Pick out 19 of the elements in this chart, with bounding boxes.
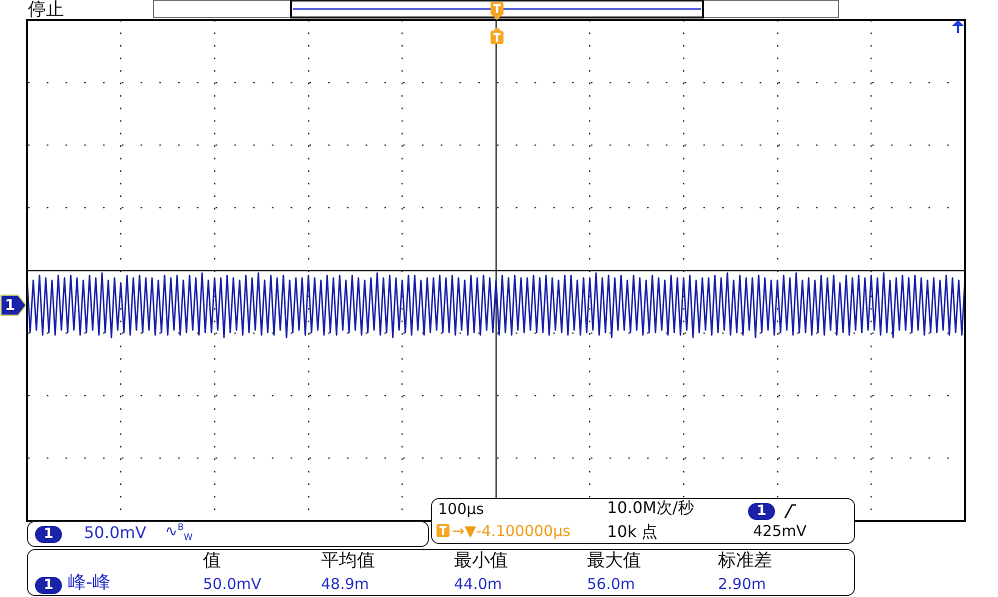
text: 值 xyxy=(203,550,221,571)
text: 最大值 xyxy=(587,550,641,571)
text: 2.90m xyxy=(718,575,766,593)
annotation: 100µs xyxy=(438,500,484,518)
text: →▼-4.100000µs xyxy=(452,522,570,540)
text: 44.0m xyxy=(454,575,502,593)
text: 停止 xyxy=(28,0,64,20)
text: 50.0mV xyxy=(203,575,262,593)
series-label: 1 xyxy=(4,296,16,314)
text: 56.0m xyxy=(587,575,636,593)
annotation: 10.0M次/秒 xyxy=(607,498,694,517)
text: 425mV xyxy=(753,522,807,540)
text: 50.0mV xyxy=(84,523,146,542)
text: 最小值 xyxy=(454,550,508,571)
text: 10k 点 xyxy=(607,522,658,541)
text: 峰-峰 xyxy=(68,572,110,593)
text: 平均值 xyxy=(321,550,375,571)
text: 标准差 xyxy=(718,550,772,571)
text: 48.9m xyxy=(321,575,370,593)
